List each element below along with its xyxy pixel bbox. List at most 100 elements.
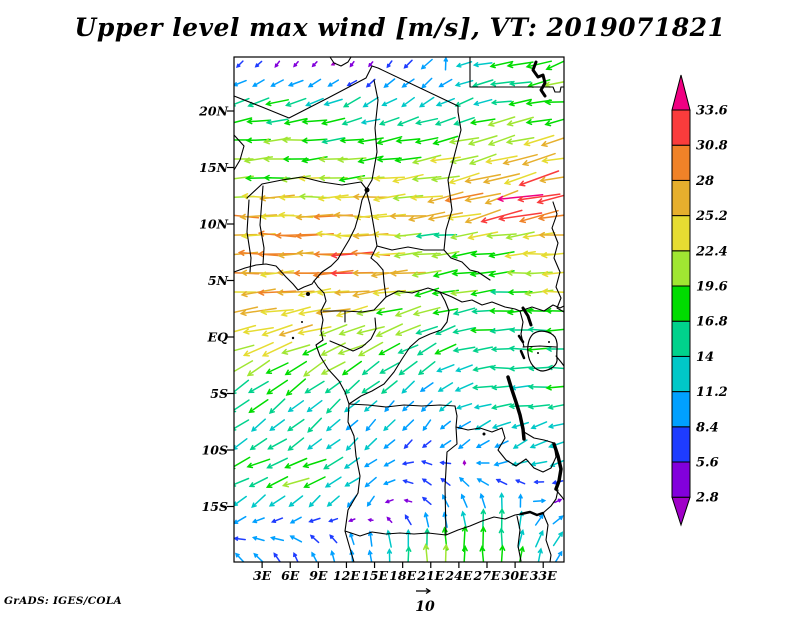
wind-arrow [394, 156, 422, 164]
colorbar-segment [671, 355, 691, 393]
wind-arrow [234, 536, 246, 541]
wind-arrow [343, 399, 360, 413]
wind-arrow [508, 98, 532, 107]
lake-tanganyika [506, 375, 526, 441]
wind-arrow [308, 494, 321, 508]
wind-arrow [491, 421, 512, 430]
wind-arrow [536, 194, 564, 205]
wind-arrow [266, 457, 288, 469]
wind-arrow [324, 380, 342, 394]
wind-arrow [472, 62, 493, 68]
wind-arrow [309, 534, 320, 544]
lake-chad [364, 187, 370, 193]
wind-arrow [293, 551, 299, 562]
border-tanzania-mozambique [555, 489, 565, 501]
lat-tick-label: 15S [202, 499, 228, 514]
wind-arrow [234, 117, 253, 124]
wind-arrow [480, 209, 523, 224]
wind-arrow [234, 438, 248, 450]
wind-arrow [321, 137, 345, 145]
wind-arrow [469, 270, 496, 277]
wind-arrow [485, 155, 518, 165]
wind-arrow [324, 476, 342, 488]
wind-arrow [518, 209, 559, 224]
wind-arrow [301, 342, 327, 356]
wind-arrow [267, 438, 288, 450]
wind-arrow [524, 270, 553, 277]
wind-arrow [448, 137, 480, 145]
wind-arrow [464, 192, 502, 203]
wind-arrow [293, 270, 336, 277]
wind-arrow [479, 492, 486, 509]
wind-arrow [439, 420, 452, 430]
wind-arrow [348, 518, 356, 523]
wind-arrow [442, 543, 450, 562]
wind-arrow [404, 514, 412, 526]
wind-arrow [344, 379, 360, 395]
wind-arrow [295, 213, 334, 221]
wind-arrow [240, 288, 276, 298]
border-kenya-tanzania [555, 355, 565, 367]
wind-arrow [449, 231, 479, 240]
wind-arrow [529, 439, 549, 449]
wind-arrow [401, 380, 415, 394]
wind-arrow [386, 516, 393, 524]
wind-arrow [334, 232, 369, 239]
colorbar-label: 25.2 [695, 209, 728, 224]
wind-arrow [386, 60, 393, 69]
wind-arrow [259, 270, 295, 278]
colorbar-label: 19.6 [696, 280, 728, 295]
lat-tick-label: EQ [207, 330, 229, 345]
wind-arrow [344, 477, 360, 487]
wind-arrow [517, 193, 561, 203]
wind-arrow [329, 534, 338, 544]
wind-arrow [337, 343, 367, 356]
border-angola-drc [348, 403, 458, 428]
border-mozambique-north [542, 489, 559, 514]
wind-arrow-field [234, 57, 564, 562]
wind-arrow [289, 516, 302, 524]
wind-arrow [242, 341, 274, 357]
wind-arrow [473, 403, 492, 410]
wind-arrow [361, 360, 380, 376]
wind-arrow [370, 269, 408, 279]
wind-arrow [427, 191, 464, 204]
wind-arrow [364, 476, 377, 488]
wind-arrow [395, 137, 421, 144]
wind-arrow [251, 418, 266, 432]
colorbar-label: 33.6 [696, 104, 728, 119]
wind-arrow [382, 479, 396, 486]
wind-arrow [346, 79, 358, 87]
wind-arrow [234, 515, 247, 525]
lon-tick-label: 6E [281, 568, 300, 583]
wind-arrow [487, 116, 516, 127]
wind-arrow [448, 172, 480, 185]
wind-arrow [544, 118, 564, 127]
colorbar-label: 16.8 [696, 315, 728, 330]
wind-arrow [518, 493, 523, 508]
wind-arrow [384, 400, 395, 413]
wind-arrow [297, 326, 332, 336]
wind-arrow [545, 307, 564, 314]
lon-tick-label: 27E [473, 568, 501, 583]
border-burkina [233, 134, 245, 171]
wind-arrow [506, 116, 534, 127]
wind-arrow [460, 510, 467, 529]
wind-arrow [401, 96, 415, 108]
wind-arrow [543, 81, 564, 88]
wind-arrow [452, 346, 476, 353]
border-chad-car [376, 245, 445, 251]
wind-arrow [527, 384, 550, 390]
wind-arrow [510, 384, 531, 391]
wind-arrow [454, 382, 474, 392]
wind-arrow [454, 97, 474, 107]
wind-arrow [302, 458, 327, 469]
lake-victoria [527, 330, 558, 372]
wind-arrow [276, 289, 315, 296]
wind-arrow [281, 344, 311, 355]
lake-victoria-island [548, 341, 550, 343]
wind-arrow [248, 399, 269, 414]
wind-arrow [363, 400, 378, 412]
wind-arrow [415, 117, 439, 126]
